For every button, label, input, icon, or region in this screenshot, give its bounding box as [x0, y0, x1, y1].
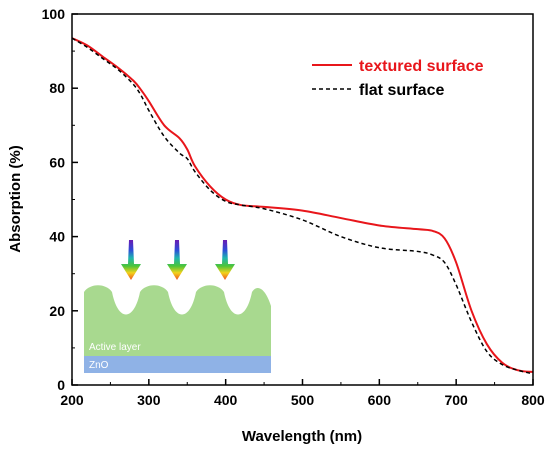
active-layer-label: Active layer: [89, 342, 141, 353]
zno-layer: [84, 356, 271, 373]
y-tick-label: 100: [42, 6, 66, 22]
legend: textured surface flat surface: [312, 58, 484, 99]
x-tick-label: 500: [291, 392, 315, 408]
y-tick-label: 20: [49, 303, 65, 319]
x-tick-label: 800: [521, 392, 545, 408]
x-tick-label: 400: [214, 392, 238, 408]
y-tick-label: 0: [57, 377, 65, 393]
zno-label: ZnO: [89, 360, 109, 371]
legend-label-textured: textured surface: [359, 58, 484, 75]
active-layer: [84, 285, 271, 356]
x-tick-label: 700: [444, 392, 468, 408]
x-tick-label: 600: [368, 392, 392, 408]
rainbow-down-arrow-icon: [121, 240, 141, 280]
axes: 200 300 400 500 600 700 800 0 20 40 60 80 100: [42, 6, 545, 408]
x-tick-label: 200: [60, 392, 84, 408]
series-line-textured: [71, 37, 534, 374]
rainbow-down-arrow-icon: [215, 240, 235, 280]
series-line-flat: [71, 37, 534, 375]
y-tick-label: 40: [49, 229, 65, 245]
y-tick-label: 60: [49, 154, 65, 170]
device-inset: Active layer ZnO: [84, 240, 271, 373]
x-tick-label: 300: [137, 392, 161, 408]
legend-label-flat: flat surface: [359, 82, 444, 99]
series-lines: [71, 37, 534, 375]
rainbow-down-arrow-icon: [167, 240, 187, 280]
y-axis-title: Absorption (%): [7, 145, 24, 252]
x-axis-title: Wavelength (nm): [242, 428, 362, 445]
y-tick-label: 80: [49, 80, 65, 96]
